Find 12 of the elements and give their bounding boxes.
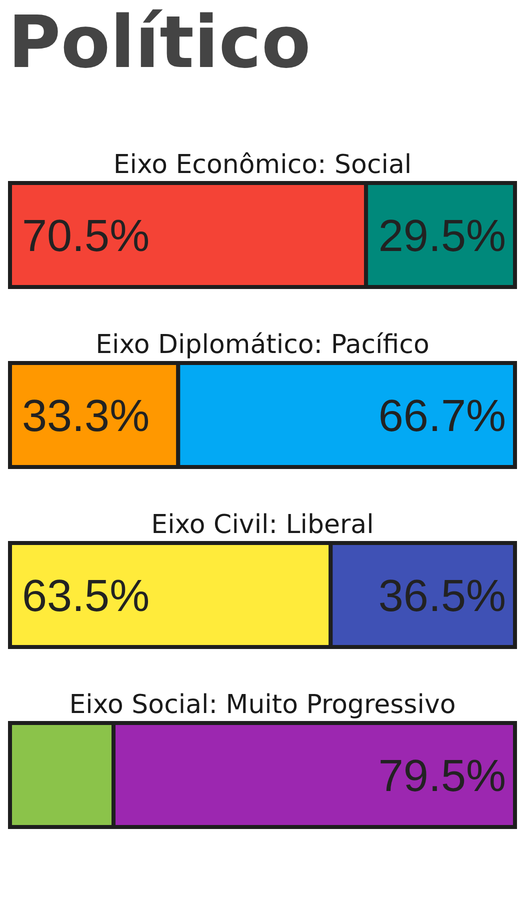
data-label: 33.3% [22, 390, 150, 442]
y-tick-label: Eixo Diplomático: Pacífico [96, 330, 430, 360]
data-label: 70.5% [22, 210, 150, 262]
y-tick-label: Eixo Econômico: Social [113, 150, 412, 180]
data-label: 29.5% [378, 210, 506, 262]
data-label: 36.5% [378, 570, 506, 622]
chart-title: Político [8, 0, 311, 84]
data-label: 79.5% [378, 750, 506, 802]
y-tick-label: Eixo Civil: Liberal [151, 510, 374, 540]
data-label: 63.5% [22, 570, 150, 622]
y-tick-label: Eixo Social: Muito Progressivo [69, 690, 456, 720]
data-label: 66.7% [378, 390, 506, 442]
